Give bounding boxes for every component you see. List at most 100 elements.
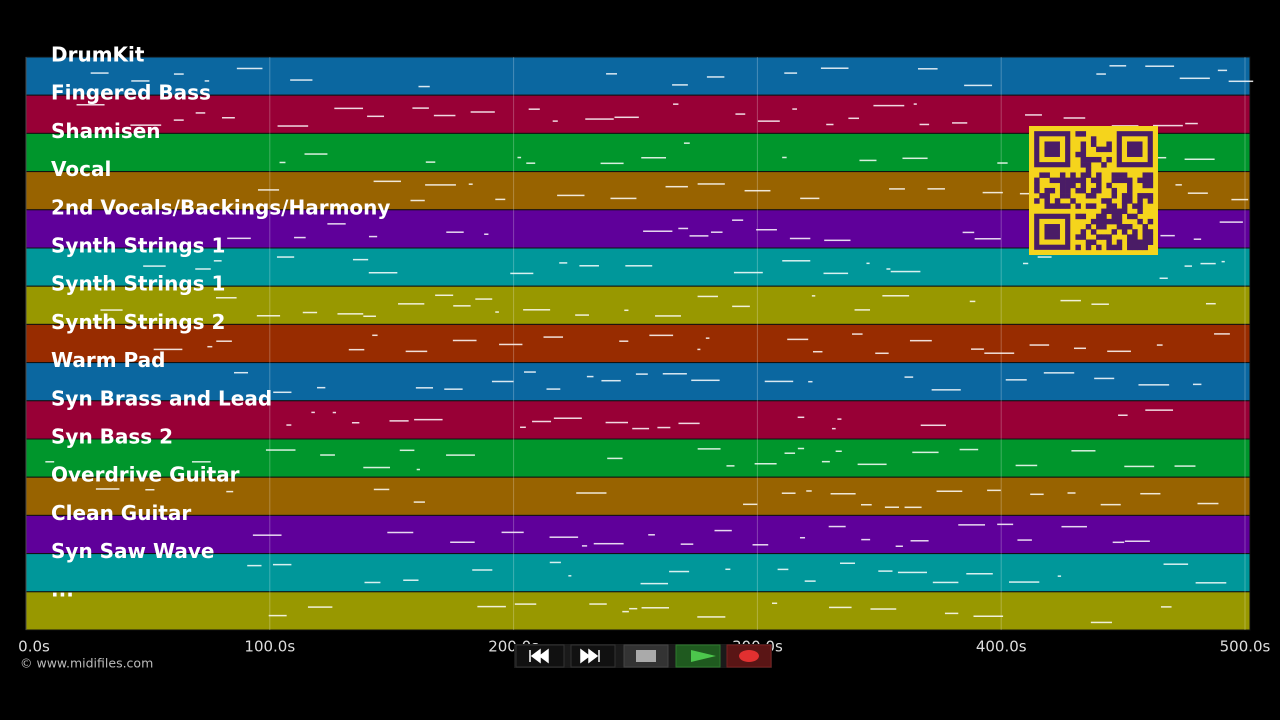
note [1030,493,1044,496]
note [472,569,493,571]
note [470,111,495,113]
note [797,447,805,450]
time-tick-label: 500.0s [1220,638,1271,656]
note [797,416,805,419]
qr-module [1075,213,1081,220]
note [191,461,211,463]
qr-module [1127,193,1133,199]
note [257,189,280,191]
qr-module [1075,187,1081,194]
note [1060,299,1081,302]
qr-module [1121,229,1128,235]
note [799,536,806,539]
note [568,575,572,577]
qr-module [1080,131,1087,137]
note [635,373,648,375]
note [1091,303,1109,305]
note [1160,606,1172,608]
note [581,545,588,547]
qr-module [1132,213,1138,220]
note [543,336,564,338]
note [640,582,669,585]
rewind-button[interactable] [515,644,565,668]
qr-module [1044,203,1050,209]
note [236,67,263,70]
forward-button[interactable] [570,644,616,668]
note [782,156,787,159]
note [1100,503,1121,506]
qr-module [1049,187,1056,194]
note [1109,65,1127,67]
qr-module [1034,198,1040,204]
qr-module [1147,193,1154,199]
note [669,570,690,573]
qr-module [1137,208,1143,215]
note [870,608,897,610]
note [1138,384,1170,386]
note [399,449,415,452]
note [917,68,938,70]
note [304,153,328,155]
stop-button[interactable] [623,644,669,668]
note [450,541,475,543]
note [215,297,237,299]
note [987,489,1001,492]
qr-code [1029,126,1158,255]
qr-module [1147,198,1154,204]
note [398,303,425,305]
qr-module [1034,182,1040,189]
note [546,388,561,390]
note [1193,238,1202,240]
note [373,180,401,183]
qr-module [1106,146,1112,153]
note [756,228,777,231]
note [453,305,471,307]
qr-module [1121,193,1128,199]
note [697,295,718,298]
note [446,231,464,233]
play-button[interactable] [675,644,721,668]
qr-module [1132,234,1138,240]
note [678,227,689,230]
note [959,448,979,451]
note [433,114,456,117]
note [1124,465,1155,468]
qr-module [1039,193,1045,199]
qr-module [1034,187,1040,194]
note [495,311,499,313]
note [195,268,211,270]
note [920,424,946,427]
transport [514,644,772,668]
note [549,561,561,564]
note [552,120,558,122]
qr-module [1075,131,1081,137]
note [852,333,863,335]
qr-module [1101,146,1107,153]
qr-module [1070,182,1076,189]
note [1029,344,1050,346]
note [586,375,594,378]
note [532,420,552,423]
note [964,84,993,87]
qr-module [1085,193,1092,199]
note [1214,333,1230,335]
note [982,191,1003,194]
qr-module [1085,203,1092,209]
record-button[interactable] [726,644,772,668]
note [984,352,1015,354]
qr-module [1054,198,1061,204]
track-lane [25,476,1251,516]
note [320,454,335,456]
qr-module [1044,198,1050,204]
note [678,422,700,425]
qr-module [1090,156,1097,163]
note [1175,184,1182,186]
qr-module [1080,141,1087,147]
note [1057,575,1062,577]
qr-module [1106,234,1112,240]
qr-module [1070,177,1076,184]
note [557,194,585,197]
qr-module [1142,239,1148,245]
qr-module [1080,182,1087,189]
qr-module [1075,234,1081,240]
